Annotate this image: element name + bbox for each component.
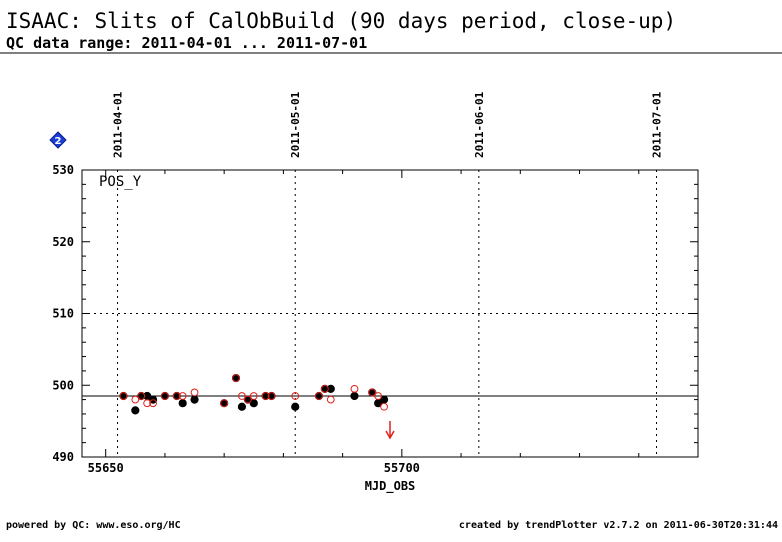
date-marker-label: 2011-07-01 (651, 91, 664, 158)
data-point-open (374, 392, 383, 400)
data-point-open (131, 395, 140, 404)
y-axis: 490 500 510 520 530 (52, 163, 698, 464)
date-marker-label: 2011-04-01 (112, 91, 125, 158)
data-point-open (243, 395, 252, 404)
y-tick-label: 510 (52, 307, 74, 321)
panel-label: POS_Y (99, 174, 142, 190)
data-point-filled (326, 384, 335, 393)
data-point-filled (237, 402, 247, 411)
chart-title: ISAAC: Slits of CalObBuild (90 days peri… (6, 9, 676, 33)
y-tick-label: 520 (52, 235, 74, 249)
data-point-filled (350, 391, 359, 401)
data-point-open (238, 392, 246, 400)
data-point-filled (190, 395, 199, 404)
data-point-open (149, 399, 157, 408)
out-of-range-arrow (385, 421, 395, 440)
data-point-filled (178, 399, 187, 408)
y-tick-label: 500 (52, 378, 74, 392)
data-point-open (119, 392, 128, 400)
data-point-open (267, 392, 276, 400)
x-axis: 55650 55700 (88, 170, 699, 475)
data-point-open (291, 392, 300, 400)
data-points (119, 373, 389, 415)
data-point-open (178, 392, 187, 400)
date-markers: 2011-04-01 2011-05-01 2011-06-01 2011-07-01 (112, 91, 664, 457)
date-marker-label: 2011-05-01 (289, 91, 302, 158)
x-tick-label: 55700 (384, 461, 420, 475)
date-marker-label: 2011-06-01 (473, 91, 486, 158)
data-point-open (249, 392, 258, 400)
diamond-2-icon: 2 (49, 131, 67, 149)
data-point-open (161, 392, 169, 400)
x-tick-label: 55650 (88, 461, 124, 475)
chart-subtitle: QC data range: 2011-04-01 ... 2011-07-01 (6, 34, 367, 52)
data-point-open (350, 384, 359, 393)
data-point-open (320, 384, 329, 393)
data-point-open (368, 388, 377, 397)
data-point-filled (291, 402, 300, 411)
y-tick-label: 490 (52, 450, 74, 464)
data-point-open (380, 402, 388, 411)
data-point-filled (131, 406, 140, 415)
footer-powered-by: powered by QC: www.eso.org/HC (6, 520, 181, 531)
x-axis-title: MJD_OBS (365, 479, 416, 494)
badge-number: 2 (55, 136, 62, 147)
data-point-open (232, 374, 240, 382)
y-tick-label: 530 (52, 163, 74, 177)
arrow-head (385, 430, 395, 440)
data-point-open (172, 392, 181, 400)
data-point-open (220, 399, 229, 408)
footer-created-by: created by trendPlotter v2.7.2 on 2011-0… (459, 520, 778, 531)
data-point-open (137, 392, 146, 400)
data-point-open (315, 392, 323, 400)
data-point-open (190, 388, 199, 397)
data-point-open (261, 392, 270, 400)
data-point-open (326, 395, 335, 404)
data-point-open (143, 399, 152, 408)
